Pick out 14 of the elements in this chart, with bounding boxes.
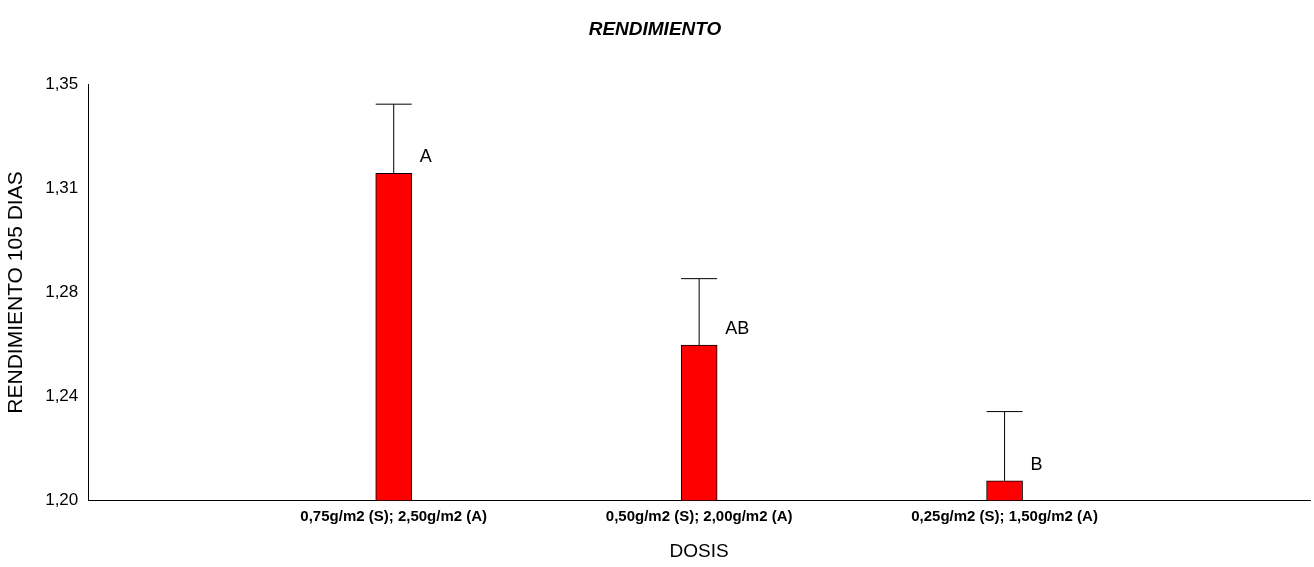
y-axis-title: RENDIMIENTO 105 DIAS <box>3 171 27 414</box>
x-tick-label: 0,50g/m2 (S); 2,00g/m2 (A) <box>605 507 793 525</box>
x-axis-title: DOSIS <box>669 539 729 561</box>
y-tick-label: 1,24 <box>45 386 79 406</box>
y-tick-label: 1,35 <box>45 74 79 94</box>
y-tick-label: 1,31 <box>45 178 79 198</box>
chart-title: RENDIMIENTO <box>588 17 722 39</box>
y-tick-label: 1,28 <box>45 282 79 302</box>
annotation: B <box>1030 453 1043 474</box>
annotation: AB <box>725 318 750 339</box>
x-tick-label: 0,75g/m2 (S); 2,50g/m2 (A) <box>300 507 488 525</box>
annotation: A <box>419 146 432 167</box>
x-tick-label: 0,25g/m2 (S); 1,50g/m2 (A) <box>911 507 1098 525</box>
y-tick-label: 1,20 <box>45 489 79 509</box>
